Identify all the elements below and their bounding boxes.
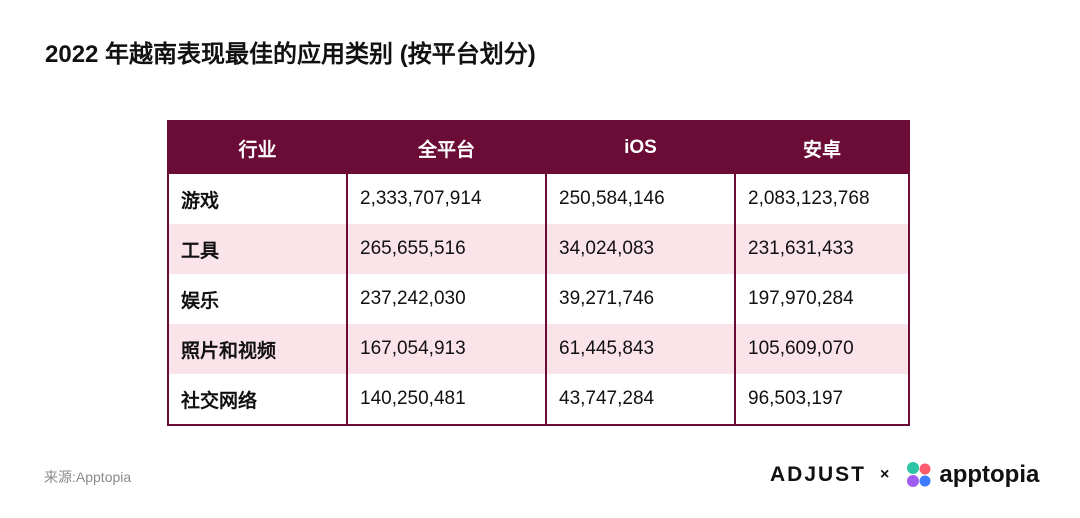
value-cell: 265,655,516	[346, 224, 546, 274]
category-cell: 工具	[167, 224, 347, 274]
times-separator: ×	[880, 466, 890, 483]
adjust-logo: ADJUST	[770, 463, 867, 486]
column-header: 行业	[168, 121, 348, 174]
partner-logos: ADJUST × apptopia	[770, 458, 1039, 492]
apptopia-icon-dot	[919, 475, 931, 487]
apptopia-icon-dot	[919, 463, 931, 475]
table-row: 社交网络 140,250,481 43,747,284 96,503,197	[167, 374, 909, 425]
apptopia-icon-dot	[907, 462, 920, 474]
page-title: 2022 年越南表现最佳的应用类别 (按平台划分)	[45, 41, 536, 68]
column-header: iOS	[546, 121, 736, 174]
category-cell: 社交网络	[167, 374, 347, 425]
value-cell: 96,503,197	[734, 374, 909, 425]
value-cell: 34,024,083	[545, 224, 735, 274]
table-row: 游戏 2,333,707,914 250,584,146 2,083,123,7…	[167, 174, 909, 224]
value-cell: 140,250,481	[346, 374, 546, 425]
value-cell: 167,054,913	[346, 324, 546, 374]
value-cell: 2,083,123,768	[734, 174, 909, 224]
value-cell: 39,271,746	[545, 274, 735, 324]
table-row: 工具 265,655,516 34,024,083 231,631,433	[167, 224, 909, 274]
data-table: 行业 全平台 iOS 安卓 游戏 2,333,707,914 250,584,1…	[167, 120, 910, 426]
value-cell: 2,333,707,914	[346, 174, 546, 224]
apptopia-logo-icon	[907, 462, 931, 487]
value-cell: 105,609,070	[734, 324, 909, 374]
value-cell: 237,242,030	[346, 274, 546, 324]
value-cell: 250,584,146	[545, 174, 735, 224]
category-cell: 照片和视频	[167, 324, 347, 374]
value-cell: 43,747,284	[545, 374, 735, 425]
apptopia-logo-text: apptopia	[939, 461, 1040, 488]
category-cell: 游戏	[167, 174, 347, 224]
value-cell: 197,970,284	[734, 274, 909, 324]
table-row: 照片和视频 167,054,913 61,445,843 105,609,070	[167, 324, 909, 374]
value-cell: 61,445,843	[545, 324, 735, 374]
column-header: 安卓	[735, 121, 910, 174]
source-note: 来源:Apptopia	[44, 469, 132, 485]
table-header-row: 行业 全平台 iOS 安卓	[168, 121, 910, 174]
table-row: 娱乐 237,242,030 39,271,746 197,970,284	[167, 274, 909, 324]
apptopia-icon-dot	[907, 475, 920, 487]
category-cell: 娱乐	[167, 274, 347, 324]
column-header: 全平台	[347, 121, 547, 174]
value-cell: 231,631,433	[734, 224, 909, 274]
